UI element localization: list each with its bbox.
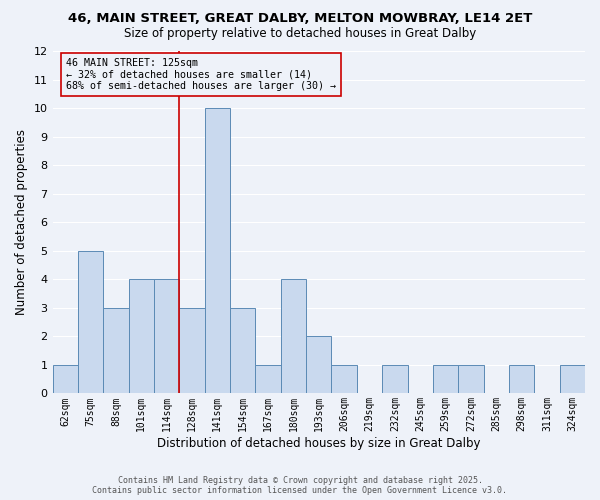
Bar bbox=[560, 365, 585, 394]
Bar bbox=[128, 280, 154, 394]
Bar bbox=[331, 365, 357, 394]
Bar bbox=[382, 365, 407, 394]
Bar bbox=[154, 280, 179, 394]
Bar bbox=[256, 365, 281, 394]
Bar bbox=[509, 365, 534, 394]
Text: Size of property relative to detached houses in Great Dalby: Size of property relative to detached ho… bbox=[124, 28, 476, 40]
Bar bbox=[230, 308, 256, 394]
Bar bbox=[179, 308, 205, 394]
Bar bbox=[458, 365, 484, 394]
Bar bbox=[78, 251, 103, 394]
Bar bbox=[433, 365, 458, 394]
Text: Contains HM Land Registry data © Crown copyright and database right 2025.
Contai: Contains HM Land Registry data © Crown c… bbox=[92, 476, 508, 495]
Bar bbox=[103, 308, 128, 394]
X-axis label: Distribution of detached houses by size in Great Dalby: Distribution of detached houses by size … bbox=[157, 437, 481, 450]
Y-axis label: Number of detached properties: Number of detached properties bbox=[15, 130, 28, 316]
Text: 46 MAIN STREET: 125sqm
← 32% of detached houses are smaller (14)
68% of semi-det: 46 MAIN STREET: 125sqm ← 32% of detached… bbox=[66, 58, 336, 91]
Bar bbox=[53, 365, 78, 394]
Text: 46, MAIN STREET, GREAT DALBY, MELTON MOWBRAY, LE14 2ET: 46, MAIN STREET, GREAT DALBY, MELTON MOW… bbox=[68, 12, 532, 26]
Bar bbox=[205, 108, 230, 394]
Bar bbox=[306, 336, 331, 394]
Bar bbox=[281, 280, 306, 394]
